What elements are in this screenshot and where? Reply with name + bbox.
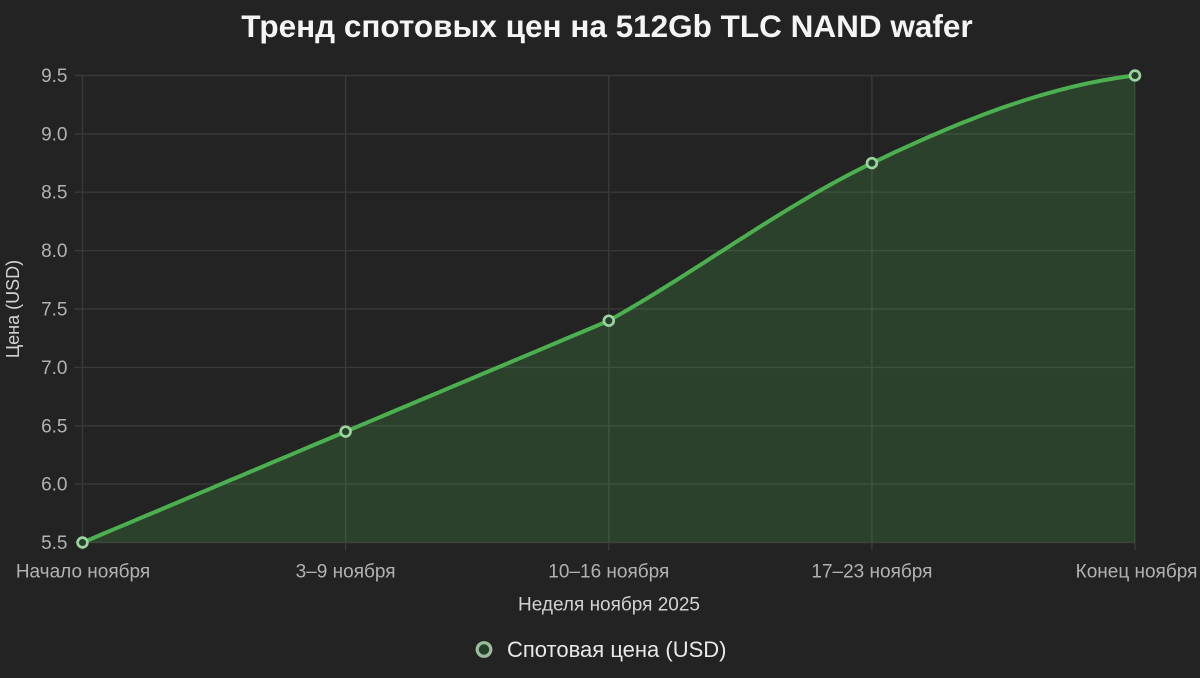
svg-text:7.5: 7.5 — [41, 300, 67, 321]
svg-text:3–9 ноября: 3–9 ноября — [296, 562, 396, 583]
svg-text:8.5: 8.5 — [41, 183, 67, 204]
svg-text:Начало ноября: Начало ноября — [16, 562, 150, 583]
svg-text:Тренд спотовых цен на 512Gb TL: Тренд спотовых цен на 512Gb TLC NAND waf… — [241, 8, 972, 44]
svg-text:17–23 ноября: 17–23 ноября — [811, 562, 932, 583]
svg-text:5.5: 5.5 — [41, 533, 67, 554]
svg-text:9.5: 9.5 — [41, 66, 67, 87]
svg-text:6.0: 6.0 — [41, 475, 67, 496]
svg-text:Цена (USD): Цена (USD) — [3, 260, 23, 358]
svg-text:9.0: 9.0 — [41, 124, 67, 145]
svg-text:8.0: 8.0 — [41, 241, 67, 262]
svg-text:Неделя ноября 2025: Неделя ноября 2025 — [518, 595, 700, 616]
svg-text:Конец ноября: Конец ноября — [1076, 562, 1198, 583]
svg-text:10–16 ноября: 10–16 ноября — [548, 562, 669, 583]
svg-text:Спотовая цена (USD): Спотовая цена (USD) — [507, 637, 727, 662]
svg-text:7.0: 7.0 — [41, 358, 67, 379]
svg-text:6.5: 6.5 — [41, 416, 67, 437]
